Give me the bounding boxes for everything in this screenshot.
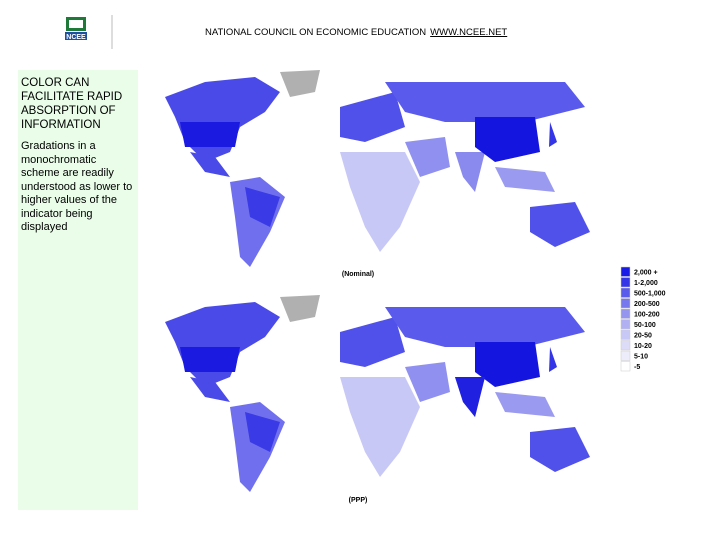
india-highlight	[455, 377, 485, 417]
logo-page	[69, 20, 83, 28]
legend-label: 50-100	[634, 322, 656, 329]
legend-swatch	[620, 319, 631, 330]
legend-label: 5-10	[634, 354, 648, 361]
sidebar-body: Gradations in a monochromatic scheme are…	[21, 140, 133, 233]
legend-label: 10-20	[634, 343, 652, 350]
legend-swatch	[620, 277, 631, 288]
logo: NCEE	[65, 15, 113, 49]
map-caption: (Nominal)	[342, 271, 374, 278]
map-caption: (PPP)	[349, 497, 368, 504]
maps: (Nominal) (PPP) 2,000 +1-2,000500-1,0002…	[165, 70, 666, 504]
legend-label: 1-2,000	[634, 280, 658, 287]
header: NATIONAL COUNCIL ON ECONOMIC EDUCATION WW…	[205, 27, 507, 38]
legend-label: 200-500	[634, 301, 660, 308]
legend-label: -5	[634, 364, 640, 371]
legend-swatch	[620, 298, 631, 309]
legend-label: 100-200	[634, 312, 660, 319]
link[interactable]: WWW.NCEE.NET	[430, 27, 508, 38]
organization: NATIONAL COUNCIL ON ECONOMIC EDUCATION	[205, 27, 427, 38]
sidebar-title: COLOR CAN FACILITATE RAPID ABSORPTION OF…	[21, 77, 123, 131]
legend-label: 20-50	[634, 333, 652, 340]
legend-label: 2,000 +	[634, 270, 658, 277]
sidebar: COLOR CAN FACILITATE RAPID ABSORPTION OF…	[18, 70, 138, 510]
legend: 2,000 + 1-2,000 500-1,000 200-500 100-200 50-…	[620, 266, 666, 372]
logo-band	[65, 32, 87, 40]
world-map	[165, 70, 590, 267]
world-map	[165, 295, 590, 492]
legend-label: 500-1,000	[634, 291, 666, 298]
legend-swatch	[620, 287, 631, 298]
legend-swatch	[620, 340, 631, 351]
legend-swatch	[620, 329, 631, 340]
legend-swatch	[620, 308, 631, 319]
legend-swatch	[620, 266, 631, 277]
legend-swatch	[620, 361, 631, 372]
legend-swatch	[620, 350, 631, 361]
logo-text: NCEE	[66, 34, 86, 41]
